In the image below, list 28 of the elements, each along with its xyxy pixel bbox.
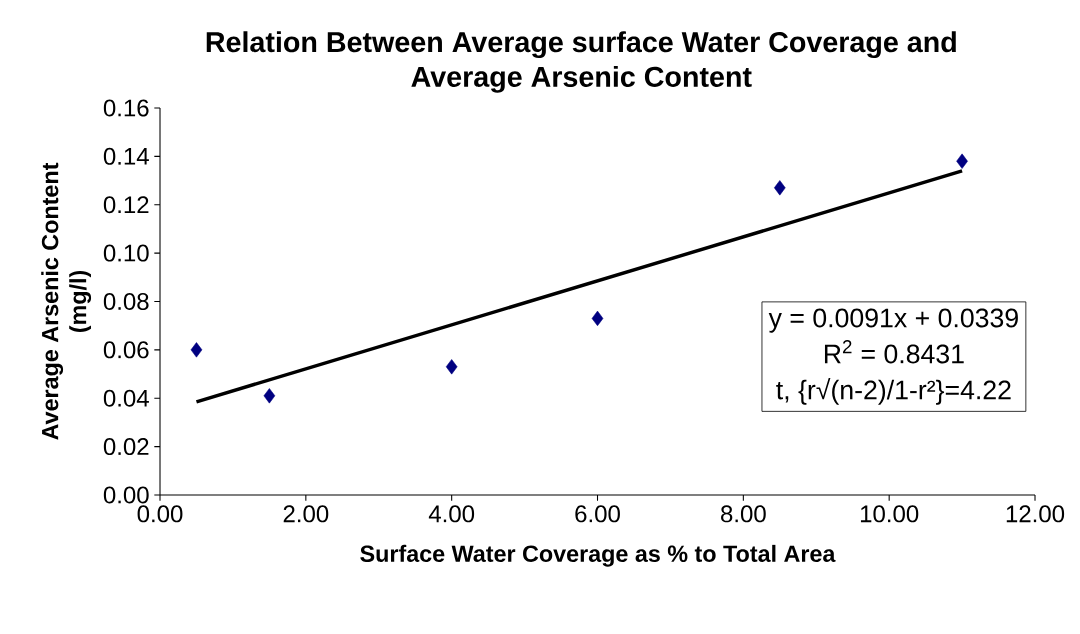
y-tick-label: 0.06 (103, 341, 149, 359)
point (591, 310, 604, 327)
x-tick-label: 4.00 (428, 505, 475, 523)
point (774, 180, 786, 196)
point (445, 359, 458, 375)
point (190, 342, 203, 358)
y-tick-label: 0.16 (103, 99, 149, 117)
annotation: y = 0.0091x + 0.0339 (768, 308, 1018, 333)
y-tick-label: 0.08 (103, 292, 149, 310)
y-tick-label: 0.10 (103, 244, 149, 262)
x-axis-title: Surface Water Coverage as % to Total Area (360, 544, 836, 567)
x-tick-label: 12.00 (1006, 505, 1065, 523)
point (263, 388, 276, 404)
x-tick-label: 0.00 (137, 505, 183, 523)
y-tick-label: 0.14 (103, 147, 149, 165)
y-tick-label: 0.04 (103, 389, 149, 407)
annotation: t, {r√(n-2)/1-r²}=4.22 (776, 378, 1011, 405)
annotation: R$^{2}$ = 0.8431 (824, 340, 964, 364)
point (956, 153, 968, 169)
x-tick-label: 10.00 (860, 505, 919, 523)
x-tick-label: 2.00 (283, 505, 329, 523)
y-tick-label: 0.02 (103, 438, 149, 456)
y-tick-label: 0.00 (103, 486, 149, 504)
chart-title: Relation Between Average surface Water Coverage and Average Arsenic Content (206, 31, 956, 93)
x-tick-label: 6.00 (575, 505, 620, 523)
y-tick-label: 0.12 (103, 196, 149, 214)
y-axis-title: Average Arsenic Content (mg/l) (41, 162, 92, 440)
x-tick-label: 8.00 (721, 505, 766, 523)
